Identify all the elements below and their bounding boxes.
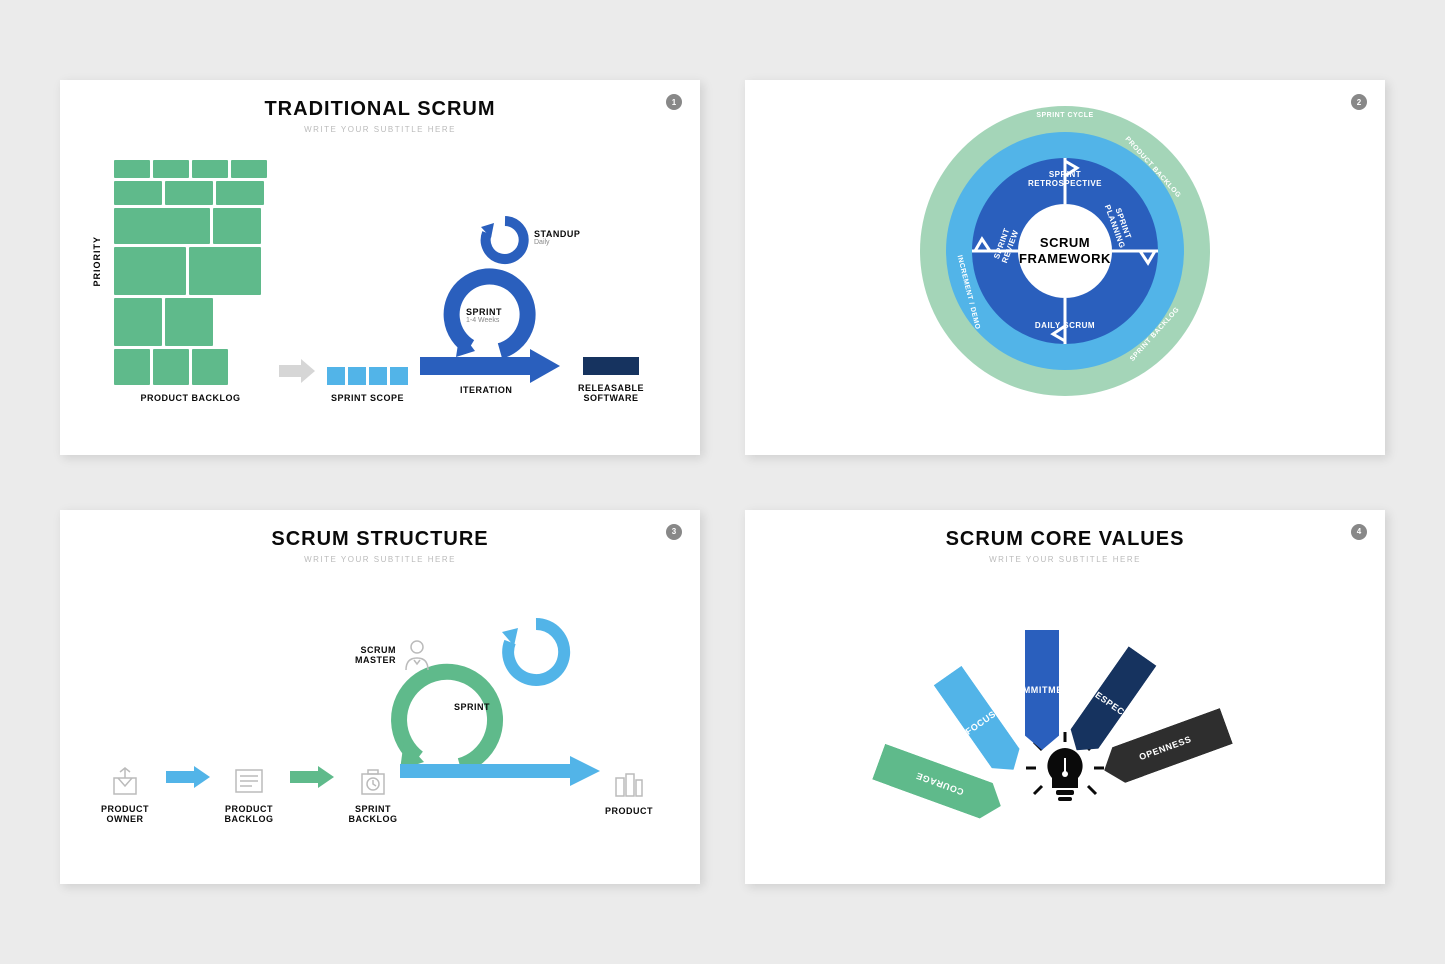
- arrow-icon: [290, 766, 334, 788]
- slide-number: 1: [666, 94, 682, 110]
- sprint-backlog-label: SPRINT BACKLOG: [338, 804, 408, 824]
- scope-label: SPRINT SCOPE: [331, 393, 404, 403]
- release-label: RELEASABLE SOFTWARE: [576, 383, 646, 403]
- owner-icon: [106, 762, 144, 800]
- product-owner-item: PRODUCT OWNER: [90, 762, 160, 824]
- values-fan: COURAGEFOCUSCOMMITMENTRESPECTOPENNESS: [769, 578, 1361, 828]
- priority-label: PRIORITY: [92, 236, 102, 287]
- iteration-label: ITERATION: [460, 385, 512, 395]
- backlog-label: PRODUCT BACKLOG: [141, 393, 241, 403]
- scrum-master-item: SCRUM MASTER: [346, 638, 432, 672]
- person-icon: [402, 638, 432, 672]
- release-box: [583, 357, 639, 375]
- master-label: SCRUM MASTER: [346, 645, 396, 665]
- slide-number: 2: [1351, 94, 1367, 110]
- inner-top-label: SPRINT RETROSPECTIVE: [1020, 170, 1110, 188]
- arrow-icon: [166, 766, 210, 788]
- sprint-loop-icon: [420, 261, 570, 391]
- slide-scrum-framework: 2 SCRUM FRAMEWORK SPRINT CYCLE PRODUCT B…: [745, 80, 1385, 455]
- small-loop-icon: [496, 612, 576, 692]
- sprint-label: SPRINT: [466, 307, 502, 317]
- slide-core-values: 4 SCRUM CORE VALUES WRITE YOUR SUBTITLE …: [745, 510, 1385, 885]
- sprint-label: SPRINT: [454, 702, 490, 712]
- slide-title: SCRUM CORE VALUES: [769, 528, 1361, 551]
- slide-title: SCRUM STRUCTURE: [84, 528, 676, 551]
- center-label: SCRUM FRAMEWORK: [1018, 204, 1112, 298]
- standup-loop-icon: [478, 213, 532, 267]
- backlog-icon: [230, 762, 268, 800]
- petal-focus: FOCUS: [934, 665, 1028, 779]
- standup-label: STANDUP: [534, 229, 580, 239]
- sprint-sub: 1-4 Weeks: [466, 317, 502, 324]
- product-backlog-item: PRODUCT BACKLOG: [214, 762, 284, 824]
- backlog-grid: [114, 160, 267, 385]
- slide-title: TRADITIONAL SCRUM: [84, 98, 676, 121]
- backlog-label: PRODUCT BACKLOG: [214, 804, 284, 824]
- slide-number: 3: [666, 524, 682, 540]
- slide-traditional-scrum: 1 TRADITIONAL SCRUM WRITE YOUR SUBTITLE …: [60, 80, 700, 455]
- product-icon: [610, 764, 648, 802]
- product-label: PRODUCT: [594, 806, 664, 816]
- outer-top-label: SPRINT CYCLE: [1036, 112, 1093, 119]
- framework-circle: SCRUM FRAMEWORK SPRINT CYCLE PRODUCT BAC…: [920, 106, 1210, 396]
- slide-scrum-structure: 3 SCRUM STRUCTURE WRITE YOUR SUBTITLE HE…: [60, 510, 700, 885]
- petal-commitment: COMMITMENT: [1025, 630, 1059, 750]
- inner-bot-label: DAILY SCRUM: [1035, 321, 1095, 330]
- slide-subtitle: WRITE YOUR SUBTITLE HERE: [84, 125, 676, 134]
- owner-label: PRODUCT OWNER: [90, 804, 160, 824]
- product-item: PRODUCT: [594, 764, 664, 816]
- slide-subtitle: WRITE YOUR SUBTITLE HERE: [84, 555, 676, 564]
- center-text: SCRUM FRAMEWORK: [1018, 235, 1112, 266]
- standup-sub: Daily: [534, 239, 580, 246]
- slide-subtitle: WRITE YOUR SUBTITLE HERE: [769, 555, 1361, 564]
- arrow-icon: [279, 359, 315, 383]
- slide-number: 4: [1351, 524, 1367, 540]
- scope-boxes: [327, 367, 408, 385]
